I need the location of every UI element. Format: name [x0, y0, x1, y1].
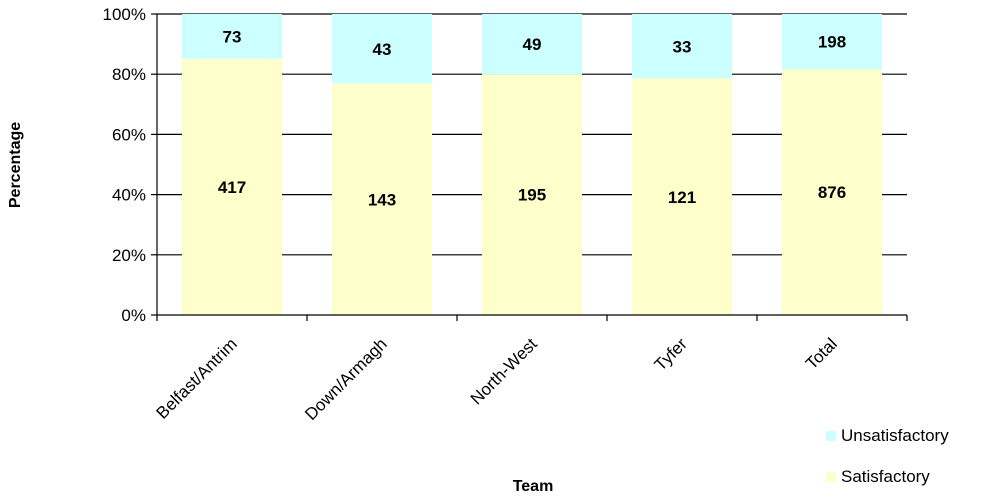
- y-tick-label: 100%: [103, 5, 146, 24]
- bar-unsatisfactory: [632, 14, 732, 79]
- x-tick-label: North-West: [467, 334, 541, 408]
- x-tick-label: Down/Armagh: [301, 334, 391, 424]
- y-tick-label: 40%: [112, 186, 146, 205]
- bar-unsatisfactory: [782, 14, 882, 70]
- data-label-satisfactory: 417: [218, 178, 246, 197]
- data-label-unsatisfactory: 43: [373, 40, 392, 59]
- bars: [182, 14, 882, 316]
- y-axis-title: Percentage: [7, 122, 24, 208]
- x-axis-title: Team: [513, 478, 554, 495]
- legend: Unsatisfactory Satisfactory: [826, 426, 949, 486]
- data-label-unsatisfactory: 198: [818, 33, 846, 52]
- y-tick-label: 0%: [121, 306, 146, 325]
- data-label-unsatisfactory: 73: [223, 27, 242, 46]
- bar-unsatisfactory: [482, 14, 582, 75]
- y-tick-label: 60%: [112, 125, 146, 144]
- legend-swatch: [826, 431, 836, 441]
- bar-satisfactory: [182, 58, 282, 315]
- legend-swatch: [826, 472, 836, 482]
- bar-unsatisfactory: [182, 14, 282, 59]
- x-tick-label: Belfast/Antrim: [153, 334, 241, 422]
- x-tick-label: Tyfer: [651, 334, 691, 374]
- data-label-satisfactory: 143: [368, 190, 396, 209]
- legend-label: Satisfactory: [841, 467, 930, 486]
- data-label-unsatisfactory: 33: [673, 37, 692, 56]
- bar-satisfactory: [632, 78, 732, 315]
- bar-unsatisfactory: [332, 14, 432, 84]
- data-label-satisfactory: 195: [518, 186, 546, 205]
- data-label-satisfactory: 121: [668, 188, 696, 207]
- legend-label: Unsatisfactory: [841, 426, 949, 445]
- bar-satisfactory: [482, 74, 582, 316]
- y-tick-label: 80%: [112, 65, 146, 84]
- x-tick-label: Total: [802, 334, 841, 373]
- bar-satisfactory: [782, 69, 882, 315]
- data-label-unsatisfactory: 49: [523, 35, 542, 54]
- y-tick-label: 20%: [112, 246, 146, 265]
- bar-satisfactory: [332, 83, 432, 315]
- axes: [151, 13, 908, 321]
- data-label-satisfactory: 876: [818, 183, 846, 202]
